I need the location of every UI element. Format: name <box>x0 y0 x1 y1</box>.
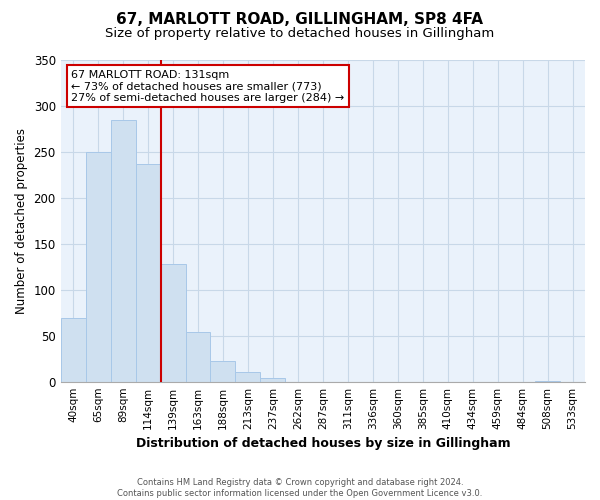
X-axis label: Distribution of detached houses by size in Gillingham: Distribution of detached houses by size … <box>136 437 510 450</box>
Text: Size of property relative to detached houses in Gillingham: Size of property relative to detached ho… <box>106 28 494 40</box>
Bar <box>185 332 211 382</box>
Bar <box>260 378 286 382</box>
Bar <box>110 120 136 382</box>
Text: Contains HM Land Registry data © Crown copyright and database right 2024.
Contai: Contains HM Land Registry data © Crown c… <box>118 478 482 498</box>
Text: 67, MARLOTT ROAD, GILLINGHAM, SP8 4FA: 67, MARLOTT ROAD, GILLINGHAM, SP8 4FA <box>116 12 484 28</box>
Bar <box>86 152 110 382</box>
Bar <box>235 372 260 382</box>
Bar <box>136 164 161 382</box>
Bar <box>61 318 86 382</box>
Bar <box>535 381 560 382</box>
Text: 67 MARLOTT ROAD: 131sqm
← 73% of detached houses are smaller (773)
27% of semi-d: 67 MARLOTT ROAD: 131sqm ← 73% of detache… <box>71 70 344 103</box>
Y-axis label: Number of detached properties: Number of detached properties <box>15 128 28 314</box>
Bar <box>161 264 185 382</box>
Bar <box>211 362 235 382</box>
